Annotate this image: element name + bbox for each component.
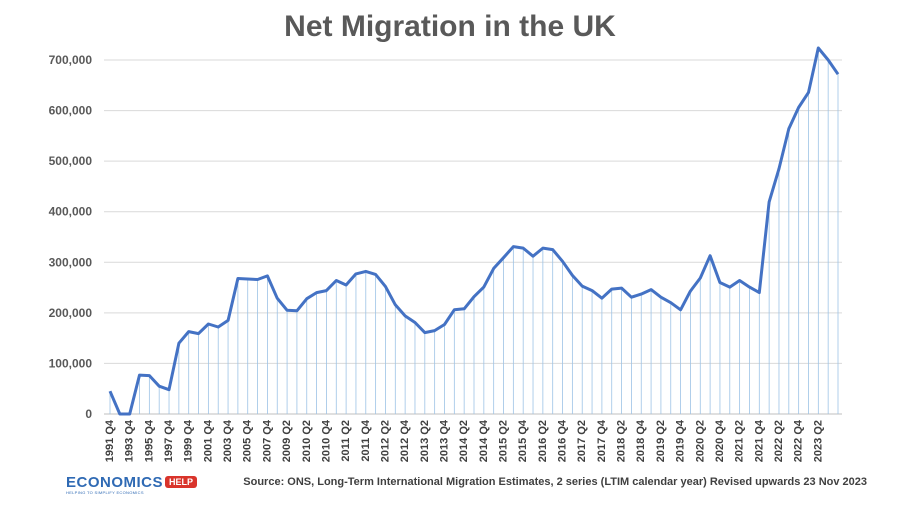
gridlines bbox=[104, 59, 842, 415]
y-tick-label: 300,000 bbox=[49, 255, 93, 269]
x-axis-ticks: 1991 Q4 1993 Q4 1995 Q4 1997 Q4 1999 Q4 2001 … bbox=[104, 419, 824, 462]
x-tick-label: 2020 Q2 bbox=[694, 420, 706, 462]
y-tick-label: 100,000 bbox=[49, 356, 93, 370]
x-tick-label: 2013 Q4 bbox=[438, 419, 450, 462]
x-tick-label: 2022 Q2 bbox=[773, 420, 785, 462]
x-tick-label: 2001 Q4 bbox=[202, 419, 214, 462]
y-tick-label: 0 bbox=[85, 407, 92, 421]
x-tick-label: 2018 Q4 bbox=[635, 419, 647, 462]
x-tick-label: 2016 Q2 bbox=[537, 420, 549, 462]
x-tick-label: 2011 Q2 bbox=[340, 420, 352, 462]
logo-badge: HELP bbox=[165, 476, 198, 488]
y-axis-ticks: 0 100,000 200,000 300,000 400,000 500,000 600,… bbox=[49, 53, 93, 421]
x-tick-label: 1997 Q4 bbox=[163, 419, 175, 462]
x-tick-label: 2012 Q4 bbox=[399, 419, 411, 462]
x-tick-label: 2005 Q4 bbox=[242, 419, 254, 462]
x-tick-label: 2019 Q2 bbox=[655, 420, 667, 462]
x-tick-label: 2016 Q4 bbox=[557, 419, 569, 462]
x-tick-label: 2018 Q2 bbox=[616, 420, 628, 462]
x-tick-label: 2019 Q4 bbox=[675, 419, 687, 462]
y-tick-label: 700,000 bbox=[49, 53, 93, 67]
x-tick-label: 2014 Q2 bbox=[458, 420, 470, 462]
y-tick-label: 600,000 bbox=[49, 104, 93, 118]
x-tick-label: 2021 Q2 bbox=[734, 420, 746, 462]
x-tick-label: 2013 Q2 bbox=[419, 420, 431, 462]
logo-tagline: HELPING TO SIMPLIFY ECONOMICS bbox=[66, 490, 144, 495]
x-tick-label: 1991 Q4 bbox=[104, 419, 116, 462]
series-line bbox=[108, 46, 840, 416]
chart-title: Net Migration in the UK bbox=[284, 10, 616, 43]
x-tick-label: 1999 Q4 bbox=[183, 419, 195, 462]
logo-text: ECONOMICS bbox=[66, 474, 164, 491]
x-tick-label: 1995 Q4 bbox=[143, 419, 155, 462]
x-tick-label: 2023 Q2 bbox=[812, 420, 824, 462]
y-tick-label: 400,000 bbox=[49, 205, 93, 219]
chart-area: 0 100,000 200,000 300,000 400,000 500,000 600,… bbox=[49, 46, 842, 462]
x-tick-label: 2015 Q2 bbox=[498, 420, 510, 462]
source-note: Source: ONS, Long-Term International Mig… bbox=[243, 476, 867, 488]
x-tick-label: 2009 Q2 bbox=[281, 420, 293, 462]
x-tick-label: 2015 Q4 bbox=[517, 419, 529, 462]
x-tick-label: 2021 Q4 bbox=[753, 419, 765, 462]
x-tick-label: 2022 Q4 bbox=[793, 419, 805, 462]
x-tick-label: 2011 Q4 bbox=[360, 419, 372, 461]
x-tick-label: 1993 Q4 bbox=[124, 419, 136, 462]
drop-lines bbox=[109, 48, 839, 414]
x-tick-label: 2010 Q4 bbox=[320, 419, 332, 462]
x-tick-label: 2017 Q4 bbox=[596, 419, 608, 462]
x-tick-label: 2003 Q4 bbox=[222, 419, 234, 462]
economics-help-logo[interactable]: ECONOMICS HELP HELPING TO SIMPLIFY ECONOM… bbox=[66, 474, 198, 500]
x-tick-label: 2014 Q4 bbox=[478, 419, 490, 462]
y-tick-label: 500,000 bbox=[49, 154, 93, 168]
x-tick-label: 2010 Q2 bbox=[301, 420, 313, 462]
net-migration-line bbox=[108, 46, 840, 416]
x-tick-label: 2017 Q2 bbox=[576, 420, 588, 462]
x-tick-label: 2007 Q4 bbox=[261, 419, 273, 462]
x-tick-label: 2012 Q2 bbox=[379, 420, 391, 462]
y-tick-label: 200,000 bbox=[49, 306, 93, 320]
x-tick-label: 2020 Q4 bbox=[714, 419, 726, 462]
